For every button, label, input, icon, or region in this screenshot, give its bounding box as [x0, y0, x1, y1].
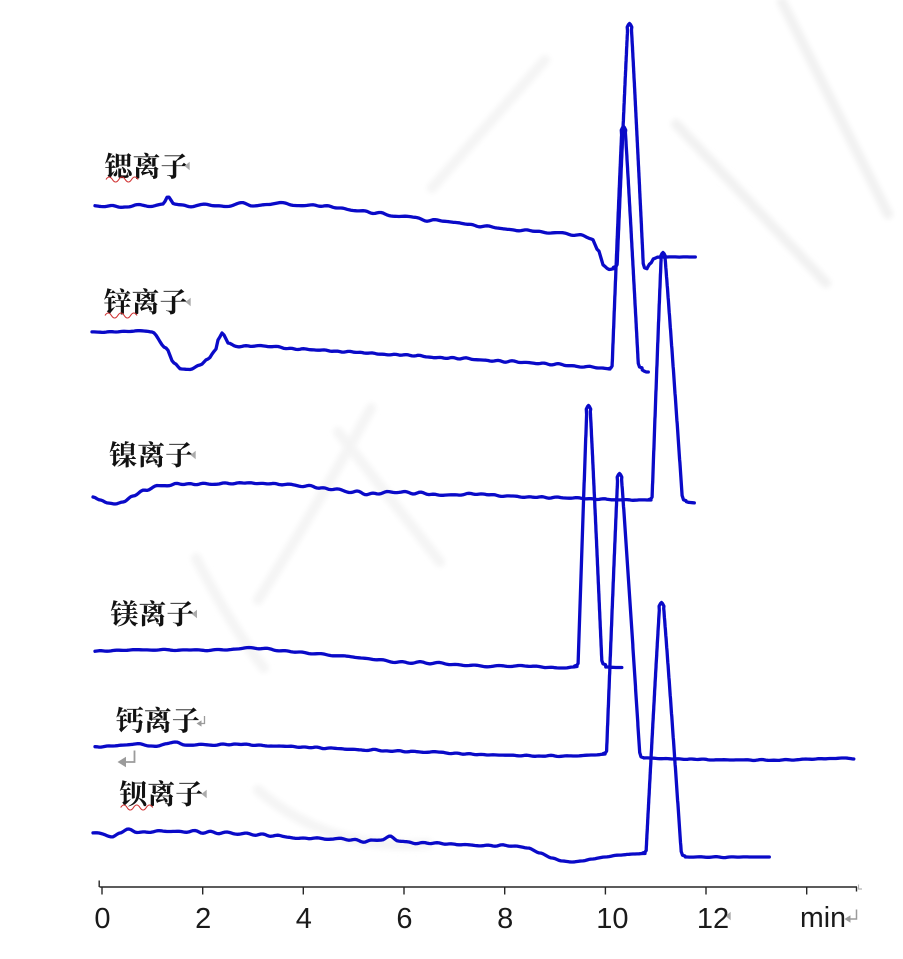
svg-text:0: 0: [94, 903, 110, 935]
svg-text:12: 12: [697, 903, 729, 935]
svg-text:2: 2: [195, 903, 211, 935]
svg-text:8: 8: [497, 903, 513, 935]
svg-text:min: min: [800, 902, 846, 934]
svg-text:10: 10: [596, 903, 628, 935]
svg-text:4: 4: [296, 903, 312, 935]
svg-text:6: 6: [396, 903, 412, 935]
